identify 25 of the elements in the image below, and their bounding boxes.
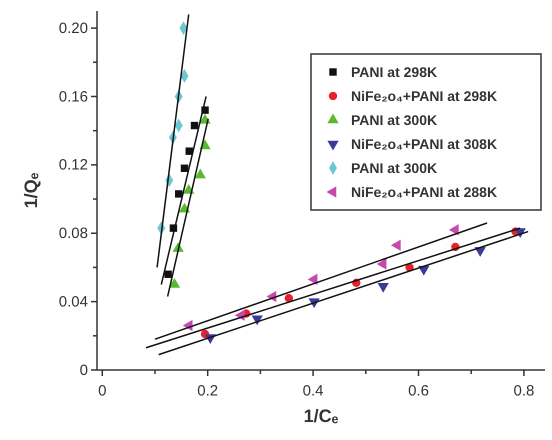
point xyxy=(186,147,193,155)
point xyxy=(174,190,182,198)
y-axis-title: 1/Qₑ xyxy=(21,172,41,208)
y-tick-label: 0 xyxy=(80,362,88,379)
x-axis-title: 1/Cₑ xyxy=(304,406,339,426)
point xyxy=(164,270,172,278)
x-tick-label: 0.4 xyxy=(302,382,324,400)
y-tick-label: 0.16 xyxy=(58,88,88,106)
y-tick-label: 0.08 xyxy=(58,225,88,242)
legend-label: PANI at 298K xyxy=(351,64,438,80)
x-tick-label: 0 xyxy=(98,382,106,400)
x-tick-label: 0.6 xyxy=(408,382,429,400)
y-tick-label: 0.04 xyxy=(58,293,88,310)
point xyxy=(378,282,389,293)
legend-label: NiFe₂o₄+PANI at 298K xyxy=(351,88,498,104)
y-tick-label: 0.20 xyxy=(58,20,88,37)
point xyxy=(284,294,294,302)
y-tick-label: 0.12 xyxy=(58,156,88,174)
legend-label: PANI at 300K xyxy=(351,112,438,128)
legend-label: NiFe₂o₄+PANI at 288K xyxy=(351,184,498,200)
legend-label: NiFe₂o₄+PANI at 308K xyxy=(351,136,498,152)
point xyxy=(180,164,188,172)
x-tick-label: 0.8 xyxy=(513,382,534,400)
x-tick-label: 0.2 xyxy=(197,382,218,400)
legend-label: PANI at 300K xyxy=(351,160,438,176)
